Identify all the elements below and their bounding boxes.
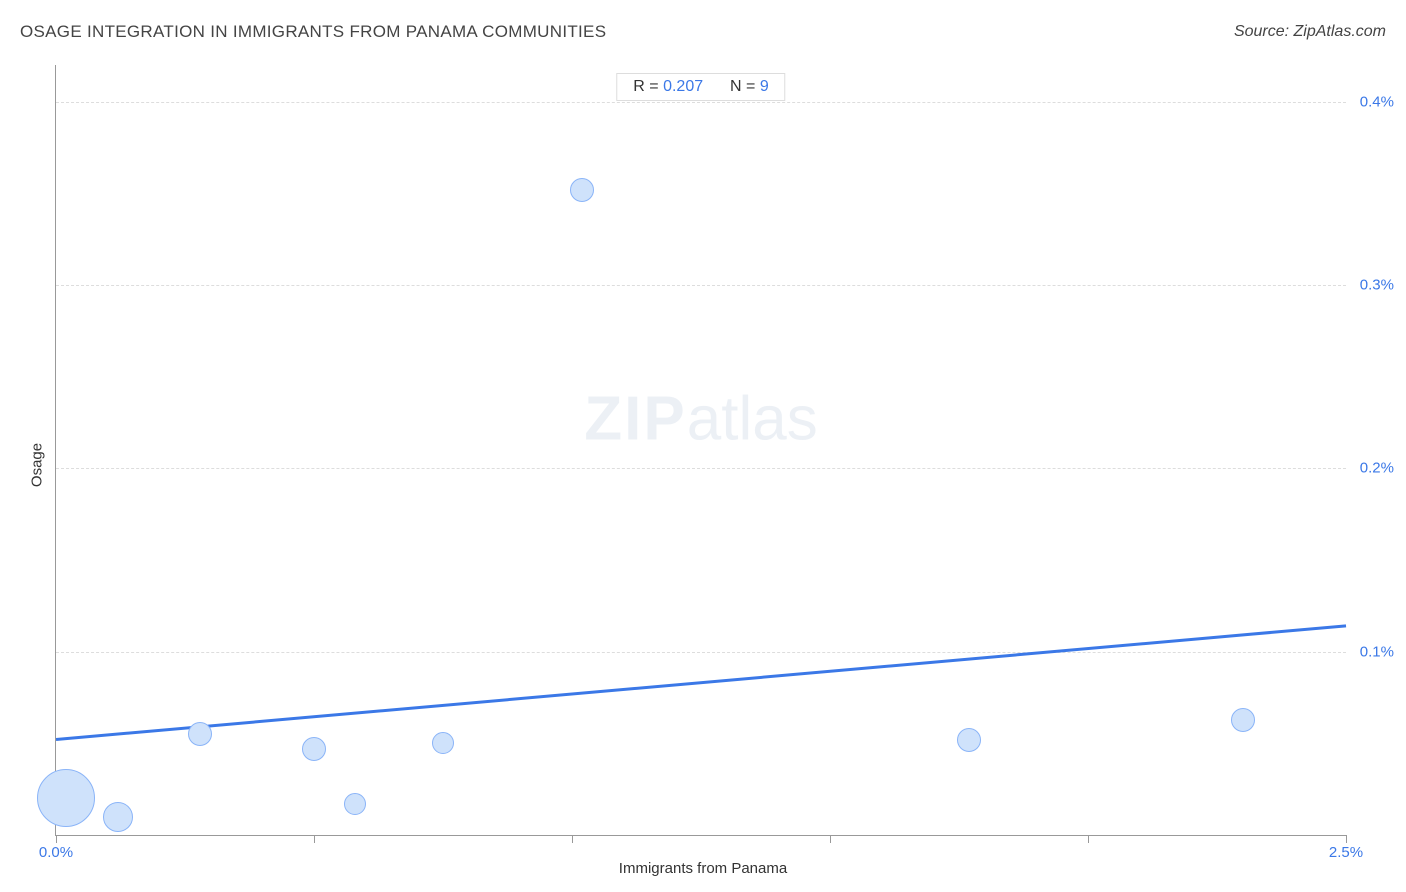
data-point	[432, 732, 454, 754]
watermark-bold: ZIP	[584, 385, 686, 454]
data-point	[103, 802, 133, 832]
trend-line	[56, 624, 1346, 740]
data-point	[344, 793, 366, 815]
data-point	[37, 769, 95, 827]
watermark-light: atlas	[687, 385, 818, 454]
x-tick-label-end: 2.5%	[1329, 844, 1363, 861]
y-axis-title: Osage	[29, 443, 46, 487]
x-tick-label-start: 0.0%	[39, 844, 73, 861]
y-tick-label: 0.4%	[1360, 93, 1394, 110]
watermark: ZIPatlas	[584, 384, 817, 455]
x-tick	[1088, 835, 1089, 843]
r-label: R =	[633, 78, 658, 95]
data-point	[188, 722, 212, 746]
plot-area: ZIPatlas R = 0.207 N = 9 0.1%0.2%0.3%0.4…	[55, 65, 1346, 836]
x-tick	[830, 835, 831, 843]
y-tick-label: 0.2%	[1360, 460, 1394, 477]
data-point	[302, 737, 326, 761]
x-tick	[572, 835, 573, 843]
x-tick	[1346, 835, 1347, 843]
header: OSAGE INTEGRATION IN IMMIGRANTS FROM PAN…	[20, 22, 1386, 42]
r-value: 0.207	[663, 78, 703, 95]
n-value: 9	[760, 78, 769, 95]
data-point	[570, 178, 594, 202]
x-axis-title: Immigrants from Panama	[619, 860, 787, 877]
data-point	[1231, 708, 1255, 732]
x-tick	[314, 835, 315, 843]
gridline	[56, 652, 1346, 653]
n-label: N =	[730, 78, 755, 95]
chart-container: Osage ZIPatlas R = 0.207 N = 9 0.1%0.2%0…	[20, 55, 1386, 875]
data-point	[957, 728, 981, 752]
gridline	[56, 468, 1346, 469]
x-tick	[56, 835, 57, 843]
source-attribution: Source: ZipAtlas.com	[1234, 23, 1386, 41]
y-tick-label: 0.1%	[1360, 643, 1394, 660]
y-tick-label: 0.3%	[1360, 277, 1394, 294]
stats-box: R = 0.207 N = 9	[616, 73, 785, 101]
chart-title: OSAGE INTEGRATION IN IMMIGRANTS FROM PAN…	[20, 22, 606, 42]
gridline	[56, 285, 1346, 286]
gridline	[56, 102, 1346, 103]
